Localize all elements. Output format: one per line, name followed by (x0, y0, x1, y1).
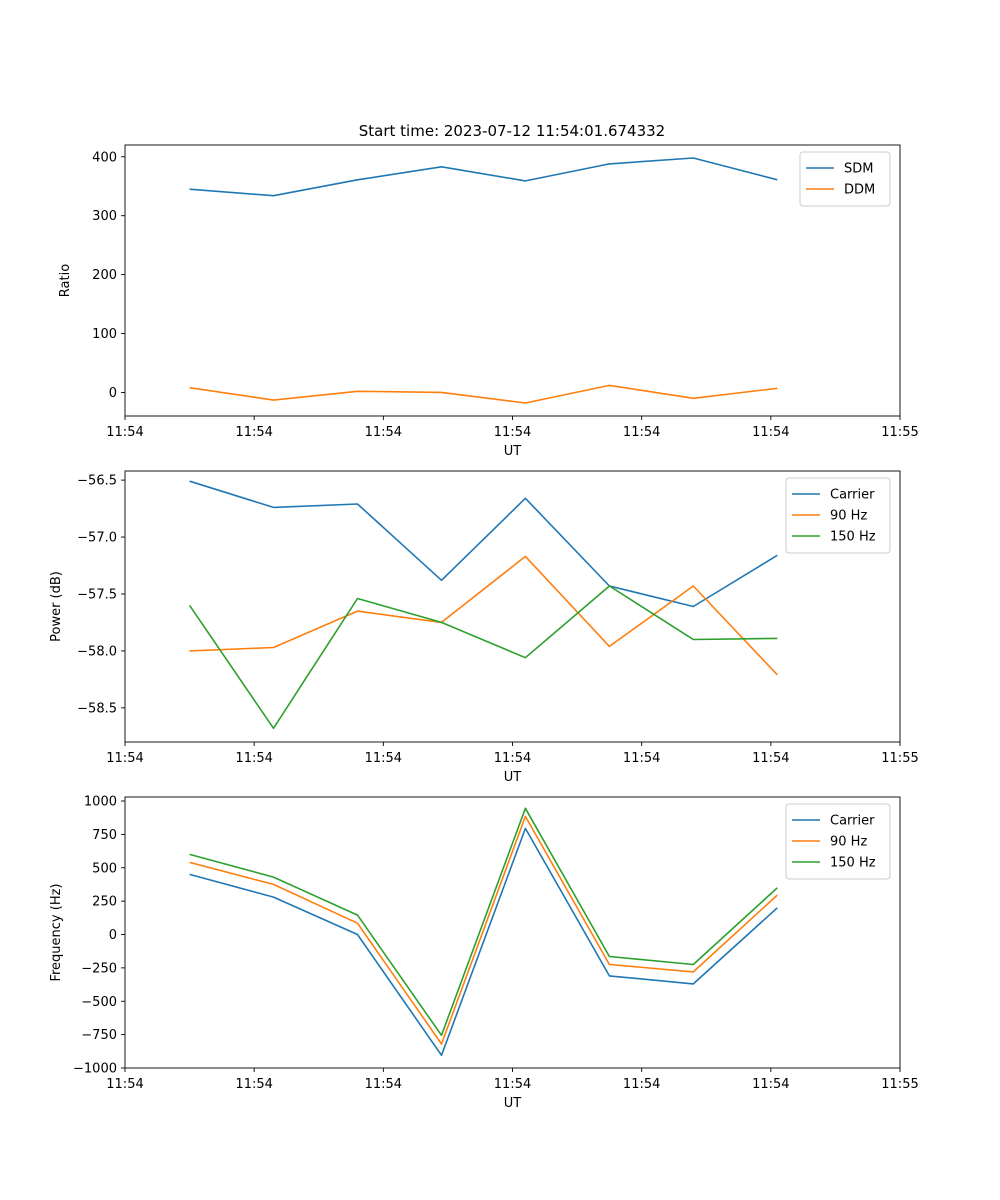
series-line-ddm (190, 385, 778, 403)
series-line-90-hz (190, 556, 778, 674)
legend-box (800, 152, 890, 206)
x-tick-label: 11:54 (752, 1077, 789, 1092)
frequency-chart: 11:54 11:54 11:54 11:54 11:54 11:54 11:55 −1000… (49, 795, 919, 1111)
y-tick-label: −57.5 (77, 587, 117, 602)
power-chart: 11:54 11:54 11:54 11:54 11:54 11:54 11:55 −58.5… (49, 471, 919, 785)
x-tick-label: 11:54 (494, 425, 531, 440)
legend-label-sdm: SDM (844, 162, 873, 177)
legend-label-150-hz: 150 Hz (830, 856, 876, 871)
series-line-carrier (190, 481, 778, 606)
series-line-90-hz (190, 816, 778, 1044)
y-tick-label: −56.5 (77, 474, 117, 489)
x-axis-label: UT (504, 444, 522, 459)
legend-label-90-hz: 90 Hz (830, 509, 867, 524)
y-axis-label: Power (dB) (49, 571, 64, 642)
axes-frame (125, 797, 900, 1068)
x-tick-label: 11:54 (365, 751, 402, 766)
x-tick-label: 11:54 (106, 425, 143, 440)
y-tick-label: 750 (92, 828, 117, 843)
y-tick-label: −1000 (73, 1062, 117, 1077)
x-tick-label: 11:54 (365, 1077, 402, 1092)
legend-label-90-hz: 90 Hz (830, 835, 867, 850)
y-tick-label: −250 (81, 961, 117, 976)
series-line-carrier (190, 828, 778, 1055)
x-tick-label: 11:54 (235, 425, 272, 440)
y-tick-label: −750 (81, 1028, 117, 1043)
x-tick-label: 11:54 (494, 751, 531, 766)
y-tick-label: 100 (92, 327, 117, 342)
x-tick-label: 11:54 (235, 1077, 272, 1092)
axes-frame (125, 145, 900, 416)
y-tick-label: 200 (92, 268, 117, 283)
y-tick-label: −57.0 (77, 531, 117, 546)
y-tick-label: −500 (81, 995, 117, 1010)
x-tick-label: 11:54 (752, 425, 789, 440)
y-tick-label: 250 (92, 895, 117, 910)
x-tick-label: 11:54 (106, 751, 143, 766)
x-tick-label: 11:54 (623, 1077, 660, 1092)
figure-title: Start time: 2023-07-12 11:54:01.674332 (359, 122, 665, 140)
y-tick-label: 0 (109, 928, 117, 943)
x-tick-label: 11:54 (235, 751, 272, 766)
x-tick-label: 11:54 (623, 425, 660, 440)
y-axis-label: Frequency (Hz) (49, 883, 64, 981)
legend-label-150-hz: 150 Hz (830, 530, 876, 545)
x-tick-label: 11:54 (752, 751, 789, 766)
y-tick-label: 1000 (84, 795, 117, 810)
x-tick-label: 11:54 (623, 751, 660, 766)
y-tick-label: −58.5 (77, 701, 117, 716)
legend-label-carrier: Carrier (830, 814, 875, 829)
y-tick-label: 500 (92, 861, 117, 876)
x-axis-label: UT (504, 1096, 522, 1111)
x-tick-label: 11:54 (494, 1077, 531, 1092)
series-line-sdm (190, 158, 778, 196)
legend: Carrier 90 Hz 150 Hz (786, 804, 890, 879)
series-line-150-hz (190, 586, 778, 728)
legend: Carrier 90 Hz 150 Hz (786, 478, 890, 553)
y-tick-label: 400 (92, 150, 117, 165)
y-tick-label: 0 (109, 386, 117, 401)
ratio-chart: 11:54 11:54 11:54 11:54 11:54 11:54 11:55 0 100 2… (58, 145, 919, 459)
x-tick-label: 11:55 (881, 751, 918, 766)
series-line-150-hz (190, 808, 778, 1035)
x-tick-label: 11:54 (365, 425, 402, 440)
y-tick-label: 300 (92, 209, 117, 224)
legend-label-ddm: DDM (844, 183, 875, 198)
legend-label-carrier: Carrier (830, 488, 875, 503)
figure: Start time: 2023-07-12 11:54:01.674332 1… (0, 0, 1000, 1200)
x-tick-label: 11:55 (881, 425, 918, 440)
x-tick-label: 11:55 (881, 1077, 918, 1092)
y-tick-label: −58.0 (77, 644, 117, 659)
x-tick-label: 11:54 (106, 1077, 143, 1092)
y-axis-label: Ratio (58, 264, 73, 297)
legend: SDM DDM (800, 152, 890, 206)
x-axis-label: UT (504, 770, 522, 785)
